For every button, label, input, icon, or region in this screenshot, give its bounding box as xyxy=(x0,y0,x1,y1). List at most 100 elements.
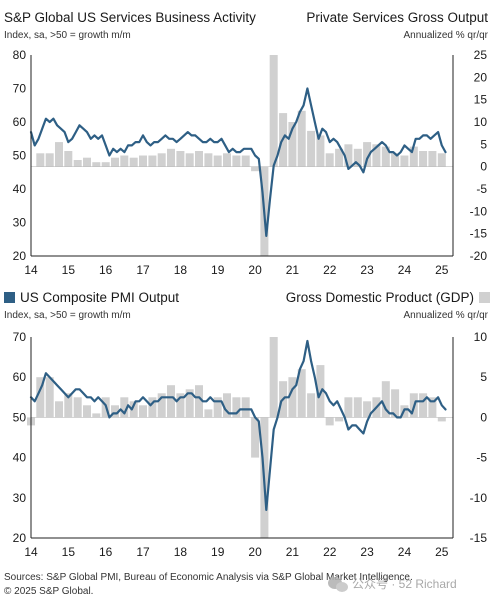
panel-2-x-tick: 23 xyxy=(360,545,374,559)
panel-1-line-series xyxy=(29,87,447,237)
panel-1-bar xyxy=(83,157,91,167)
panel-1-x-tick: 22 xyxy=(323,263,337,277)
wechat-icon xyxy=(328,577,348,592)
panel-1-bar xyxy=(400,155,409,167)
panel-1-bar xyxy=(363,142,372,167)
panel-2-bar xyxy=(55,401,63,418)
panel-1-left-ticks: 80 70 60 50 40 30 20 xyxy=(13,48,27,263)
panel-1-bar xyxy=(288,122,297,167)
panel-1-bars xyxy=(36,55,446,256)
panel-1-left-tick: 40 xyxy=(13,182,27,196)
panel-1-ylabel-left: Index, sa, >50 = growth m/m xyxy=(4,30,131,41)
panel-1-x-tick: 16 xyxy=(99,263,113,277)
panel-2-bar xyxy=(45,377,54,418)
panel-2-bar xyxy=(83,405,91,418)
panel-1-bar xyxy=(157,153,166,167)
panel-2-bar xyxy=(129,401,138,418)
panel-2-left-tick: 30 xyxy=(13,491,27,505)
panel-2-bar xyxy=(335,417,344,422)
panel-1-bar xyxy=(204,153,213,167)
panel-1-bar xyxy=(185,153,194,167)
panel-1-bar xyxy=(148,155,157,167)
panel-1-title-left: S&P Global US Services Business Activity xyxy=(4,10,256,25)
panel-2-bar xyxy=(297,369,306,418)
panel-2-bar xyxy=(139,405,147,418)
panel-1-left-tick: 60 xyxy=(13,115,27,129)
panel-2-left-tick: 60 xyxy=(13,370,27,384)
panel-1-left-tick: 80 xyxy=(13,48,27,62)
panel-1-bar xyxy=(129,157,138,167)
panel-2-ylabel-left: Index, sa, >50 = growth m/m xyxy=(4,310,131,321)
panel-1-x-tick: 14 xyxy=(24,263,38,277)
panel-1-left-tick: 50 xyxy=(13,149,27,163)
panel-1-right-tick: 20 xyxy=(474,70,488,84)
panel-2-right-tick: 0 xyxy=(480,410,487,424)
panel-1-bar xyxy=(120,155,129,167)
panel-1-left-tick: 70 xyxy=(13,82,27,96)
panel-1-bar xyxy=(45,153,54,167)
chart-panel-1: S&P Global US Services Business Activity… xyxy=(4,10,489,277)
watermark-text: 公众号 · 52 Richard xyxy=(352,577,457,591)
panel-1-bar xyxy=(372,144,381,167)
panel-1-bar xyxy=(213,155,222,167)
panel-2-bar xyxy=(232,397,241,418)
panel-1-bar xyxy=(36,153,45,167)
panel-2-x-tick: 18 xyxy=(174,545,188,559)
panel-2-bar xyxy=(120,397,129,418)
panel-1-bar xyxy=(195,151,203,167)
panel-1-bar xyxy=(73,160,82,167)
panel-2-line-series xyxy=(29,339,447,511)
panel-2-left-tick: 20 xyxy=(13,531,27,545)
panel-1-bar xyxy=(241,155,250,167)
panel-1-x-tick: 19 xyxy=(211,263,225,277)
panel-2-title-left: US Composite PMI Output xyxy=(20,290,179,305)
panel-1-bar xyxy=(297,110,306,167)
panel-2-right-tick: 10 xyxy=(474,330,488,344)
panel-1-bar xyxy=(419,151,428,167)
panel-2-bar xyxy=(344,397,353,418)
panel-1-right-tick: -10 xyxy=(470,204,488,218)
panel-1-bar xyxy=(437,153,446,167)
panel-1-right-ticks: 25 20 15 10 5 0 -5 -10 -15 -20 xyxy=(470,48,488,263)
panel-1-x-tick: 17 xyxy=(136,263,150,277)
panel-2-title-right: Gross Domestic Product (GDP) xyxy=(286,290,474,305)
panel-2-x-tick: 21 xyxy=(286,545,300,559)
panel-1-bar xyxy=(223,153,231,167)
panel-1-x-tick: 21 xyxy=(286,263,300,277)
panel-2-bar xyxy=(111,405,119,418)
panel-1-right-tick: 10 xyxy=(474,115,488,129)
panel-2-right-tick: -5 xyxy=(476,451,487,465)
panel-1-right-tick: -15 xyxy=(470,227,488,241)
panel-1-title-right: Private Services Gross Output xyxy=(306,10,488,25)
footer-copyright: © 2025 S&P Global. xyxy=(4,586,93,597)
panel-1-left-tick: 30 xyxy=(13,216,27,230)
panel-2-x-tick: 16 xyxy=(99,545,113,559)
panel-2-bar xyxy=(269,337,278,418)
panel-1-bar xyxy=(111,157,119,167)
panel-2-right-tick: 5 xyxy=(480,370,487,384)
panel-2-right-ticks: 10 5 0 -5 -10 -15 xyxy=(470,330,488,545)
panel-1-x-tick: 18 xyxy=(174,263,188,277)
panel-1-x-tick: 20 xyxy=(248,263,262,277)
panel-2-bar xyxy=(36,377,45,418)
panel-2-ylabel-right: Annualized % qr/qr xyxy=(404,310,489,321)
panel-2-bar xyxy=(241,397,250,418)
panel-1-bar xyxy=(344,144,353,167)
panel-2-x-tick: 22 xyxy=(323,545,337,559)
panel-1-bar xyxy=(55,142,63,167)
panel-1-bar xyxy=(316,135,325,167)
panel-2-bar xyxy=(204,409,213,418)
panel-2-left-tick: 70 xyxy=(13,330,27,344)
panel-1-x-tick: 15 xyxy=(62,263,76,277)
panel-2-left-tick: 40 xyxy=(13,451,27,465)
panel-2-bar xyxy=(223,393,231,418)
panel-1-bar xyxy=(269,55,278,167)
panel-1-right-tick: 25 xyxy=(474,48,488,62)
panel-2-bar xyxy=(325,417,334,426)
panel-1-bar xyxy=(251,166,260,172)
panel-2-bar xyxy=(213,397,222,418)
panel-1-bar xyxy=(232,155,241,167)
panel-2-bar xyxy=(363,401,372,418)
panel-1-right-tick: -5 xyxy=(476,182,487,196)
panel-1-bar xyxy=(325,153,334,167)
